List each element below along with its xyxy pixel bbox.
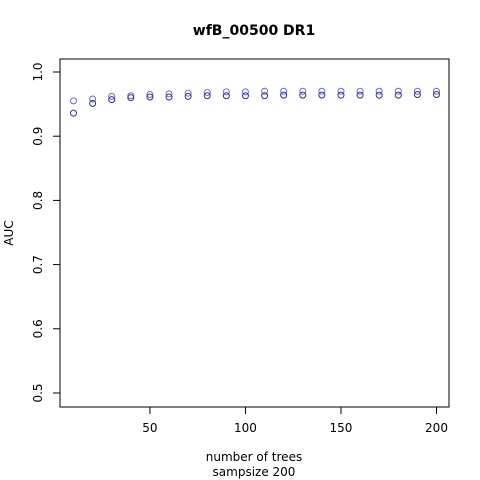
data-point: [394, 87, 402, 95]
data-point: [203, 92, 211, 100]
data-point: [413, 87, 421, 95]
x-axis: 50 100 150 200: [142, 407, 448, 435]
x-axis-label: number of trees: [206, 450, 302, 464]
data-point: [261, 87, 269, 95]
x-tick-label: 150: [330, 421, 353, 435]
data-point: [165, 93, 173, 101]
y-axis-label: AUC: [2, 220, 16, 245]
data-point: [127, 94, 135, 102]
data-point: [70, 109, 77, 117]
data-point: [280, 91, 288, 99]
data-point: [356, 87, 364, 95]
data-point: [337, 91, 345, 99]
data-point: [70, 97, 77, 105]
data-point: [299, 91, 307, 99]
data-point: [299, 87, 307, 95]
data-point: [165, 90, 173, 98]
y-tick-label: 1.0: [31, 62, 45, 81]
data-point: [89, 95, 97, 103]
data-point: [146, 90, 154, 98]
data-point: [89, 99, 97, 107]
y-tick-label: 0.7: [31, 255, 45, 274]
data-point: [318, 91, 326, 99]
data-point: [127, 92, 135, 100]
y-tick-label: 0.9: [31, 127, 45, 146]
data-point: [433, 90, 440, 98]
data-point: [261, 92, 269, 100]
data-point: [433, 87, 440, 95]
data-point: [337, 87, 345, 95]
data-point: [146, 93, 154, 101]
y-axis: 0.5 0.6 0.7 0.8 0.9 1.0: [31, 62, 60, 403]
x-tick-label: 100: [234, 421, 257, 435]
data-point: [413, 90, 421, 98]
data-point: [222, 88, 230, 96]
data-point: [394, 91, 402, 99]
data-point: [241, 88, 249, 96]
y-tick-label: 0.5: [31, 383, 45, 402]
data-point: [356, 91, 364, 99]
y-tick-label: 0.8: [31, 191, 45, 210]
chart-title: wfB_00500 DR1: [193, 23, 315, 39]
data-point: [184, 92, 192, 100]
x-tick-label: 200: [425, 421, 448, 435]
plot-frame: [59, 58, 450, 408]
data-point: [108, 96, 116, 104]
data-point: [222, 92, 230, 100]
data-point: [375, 87, 383, 95]
data-point: [375, 91, 383, 99]
x-tick-label: 50: [142, 421, 157, 435]
data-points: [70, 87, 440, 117]
data-point: [184, 89, 192, 97]
data-point: [241, 92, 249, 100]
data-point: [318, 87, 326, 95]
y-tick-label: 0.6: [31, 319, 45, 338]
data-point: [108, 92, 116, 100]
x-axis-sublabel: sampsize 200: [213, 465, 296, 479]
data-point: [203, 89, 211, 97]
data-point: [280, 87, 288, 95]
